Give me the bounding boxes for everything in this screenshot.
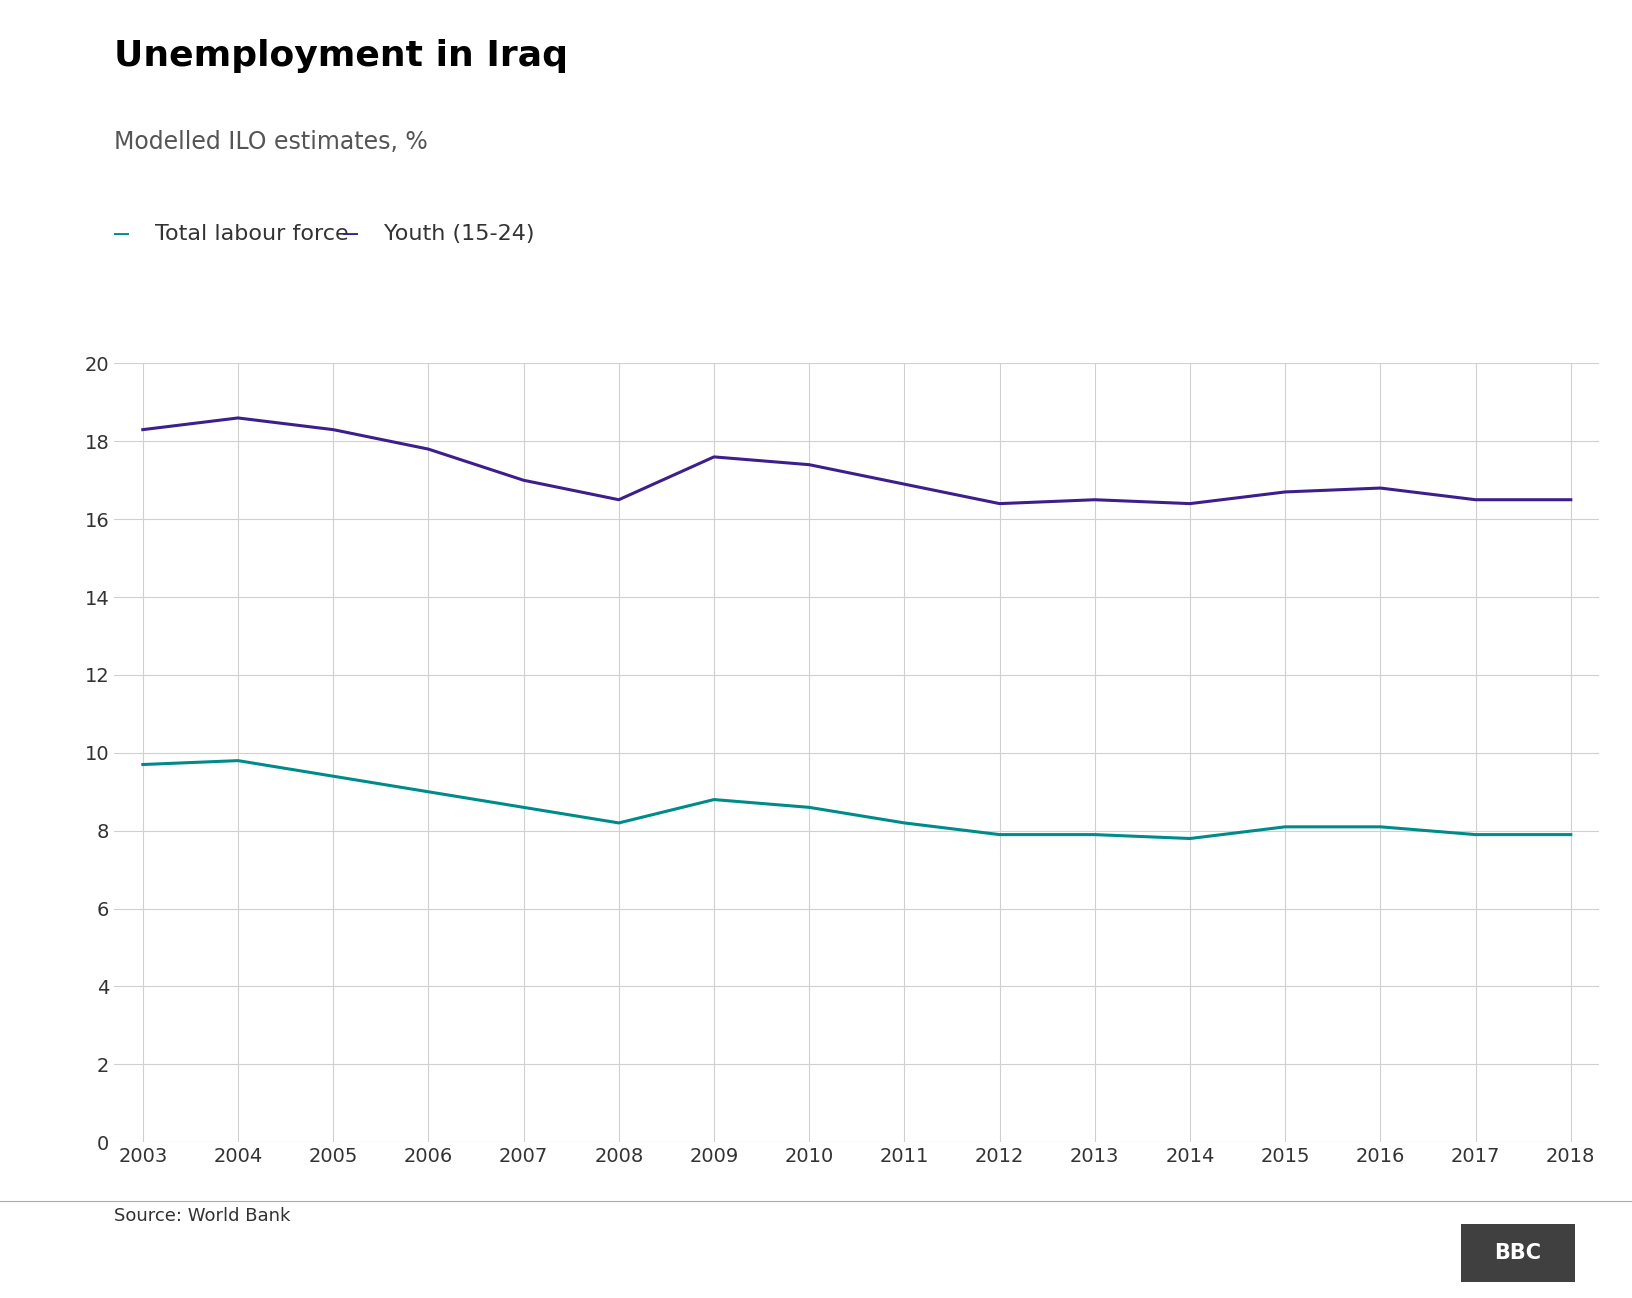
Text: Youth (15-24): Youth (15-24) xyxy=(384,223,534,244)
Text: Source: World Bank: Source: World Bank xyxy=(114,1207,290,1225)
Text: BBC: BBC xyxy=(1495,1243,1541,1263)
Text: —: — xyxy=(343,222,357,245)
Text: Unemployment in Iraq: Unemployment in Iraq xyxy=(114,39,568,73)
Text: —: — xyxy=(114,222,129,245)
Text: Total labour force: Total labour force xyxy=(155,223,349,244)
Text: Modelled ILO estimates, %: Modelled ILO estimates, % xyxy=(114,130,428,153)
